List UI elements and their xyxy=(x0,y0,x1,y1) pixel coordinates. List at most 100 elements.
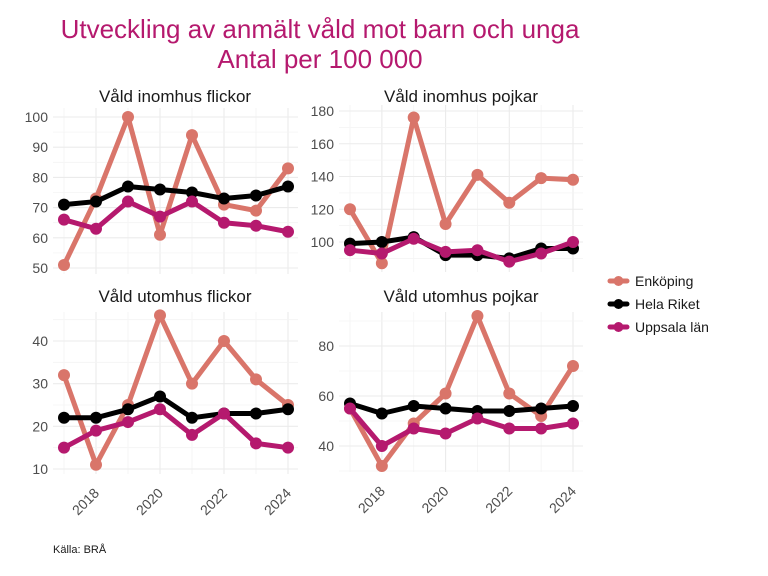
data-point xyxy=(375,460,388,472)
y-tick-label: 40 xyxy=(318,438,334,454)
data-point xyxy=(344,203,356,216)
panel-title: Våld utomhus flickor xyxy=(98,287,251,306)
data-point xyxy=(567,236,579,248)
x-tick-label: 2018 xyxy=(69,485,102,518)
y-tick-label: 10 xyxy=(32,461,48,477)
legend-key-point xyxy=(613,276,624,286)
y-tick-label: 100 xyxy=(311,234,335,250)
legend-item: Enköping xyxy=(607,273,693,289)
panel-title: Våld inomhus flickor xyxy=(99,87,251,106)
data-point xyxy=(375,236,388,248)
data-point xyxy=(250,189,262,202)
data-point xyxy=(250,373,262,386)
data-point xyxy=(503,422,516,435)
data-point xyxy=(122,195,134,208)
data-point xyxy=(503,196,516,209)
data-point xyxy=(154,403,166,416)
data-point xyxy=(407,400,420,412)
y-tick-label: 30 xyxy=(32,376,48,392)
data-point xyxy=(186,129,198,142)
x-tick-label: 2020 xyxy=(133,485,166,518)
x-tick-label: 2022 xyxy=(197,485,230,518)
data-point xyxy=(471,244,484,257)
data-point xyxy=(439,245,452,258)
y-tick-label: 60 xyxy=(318,388,334,404)
data-point xyxy=(154,309,166,322)
data-point xyxy=(471,412,484,425)
data-point xyxy=(218,335,230,347)
data-point xyxy=(439,427,452,440)
data-point xyxy=(471,168,484,181)
y-tick-label: 80 xyxy=(32,169,48,185)
series-hela-riket xyxy=(344,397,579,420)
data-point xyxy=(282,225,294,238)
caption: Källa: BRÅ xyxy=(53,543,107,556)
series-uppsala-län xyxy=(344,232,579,268)
data-point xyxy=(282,162,294,175)
data-point xyxy=(58,369,70,382)
data-point xyxy=(439,387,452,400)
data-point xyxy=(90,458,102,471)
y-tick-label: 100 xyxy=(25,109,49,125)
data-point xyxy=(218,192,230,205)
data-point xyxy=(122,416,134,429)
data-point xyxy=(186,428,198,441)
data-point xyxy=(375,247,388,260)
data-point xyxy=(535,247,548,260)
data-point xyxy=(250,219,262,232)
data-point xyxy=(58,198,70,211)
data-point xyxy=(122,403,134,416)
series-uppsala-län xyxy=(58,403,294,454)
data-point xyxy=(58,441,70,454)
data-point xyxy=(186,186,198,199)
data-point xyxy=(186,411,198,424)
panel-2: 100 120 140 160 180 Våld inomhus pojkar xyxy=(311,87,583,272)
legend-key-point xyxy=(613,299,624,309)
data-point xyxy=(567,360,579,372)
series-hela-riket xyxy=(58,390,294,424)
legend-item: Uppsala län xyxy=(607,319,709,335)
y-tick-label: 50 xyxy=(32,260,48,276)
data-point xyxy=(407,232,420,245)
data-point xyxy=(282,180,294,193)
series-hela-riket xyxy=(58,180,294,211)
data-point xyxy=(567,400,579,412)
data-point xyxy=(186,377,198,390)
data-point xyxy=(535,422,548,435)
panel-title: Våld inomhus pojkar xyxy=(384,87,538,106)
series-uppsala-län xyxy=(58,195,294,238)
data-point xyxy=(407,111,420,124)
y-tick-label: 80 xyxy=(318,338,334,354)
data-point xyxy=(282,441,294,454)
panel-3: 10 20 30 40 Våld utomhus flickor 2018 2020 2022… xyxy=(32,287,298,518)
chart-subtitle: Antal per 100 000 xyxy=(217,44,422,74)
data-point xyxy=(154,390,166,403)
data-point xyxy=(250,437,262,450)
data-point xyxy=(567,173,579,186)
x-tick-label: 2024 xyxy=(546,483,579,516)
data-point xyxy=(282,403,294,416)
y-tick-label: 60 xyxy=(32,230,48,246)
data-point xyxy=(503,255,516,268)
y-tick-label: 90 xyxy=(32,139,48,155)
legend-label: Enköping xyxy=(635,273,693,289)
panel-4: 40 60 80 Våld utomhus pojkar 2018 2020 2022 202… xyxy=(318,287,583,516)
x-tick-label: 2018 xyxy=(355,483,388,516)
data-point xyxy=(90,195,102,208)
y-tick-label: 140 xyxy=(311,169,335,185)
legend-label: Uppsala län xyxy=(635,319,709,335)
data-point xyxy=(471,310,484,322)
data-point xyxy=(375,407,388,420)
data-point xyxy=(122,111,134,123)
data-point xyxy=(90,411,102,424)
data-point xyxy=(154,183,166,196)
data-point xyxy=(250,204,262,217)
y-tick-label: 70 xyxy=(32,200,48,216)
data-point xyxy=(218,216,230,229)
y-tick-label: 40 xyxy=(32,333,48,349)
data-point xyxy=(535,172,548,185)
data-point xyxy=(58,411,70,424)
y-tick-label: 160 xyxy=(311,136,335,152)
data-point xyxy=(503,405,516,417)
